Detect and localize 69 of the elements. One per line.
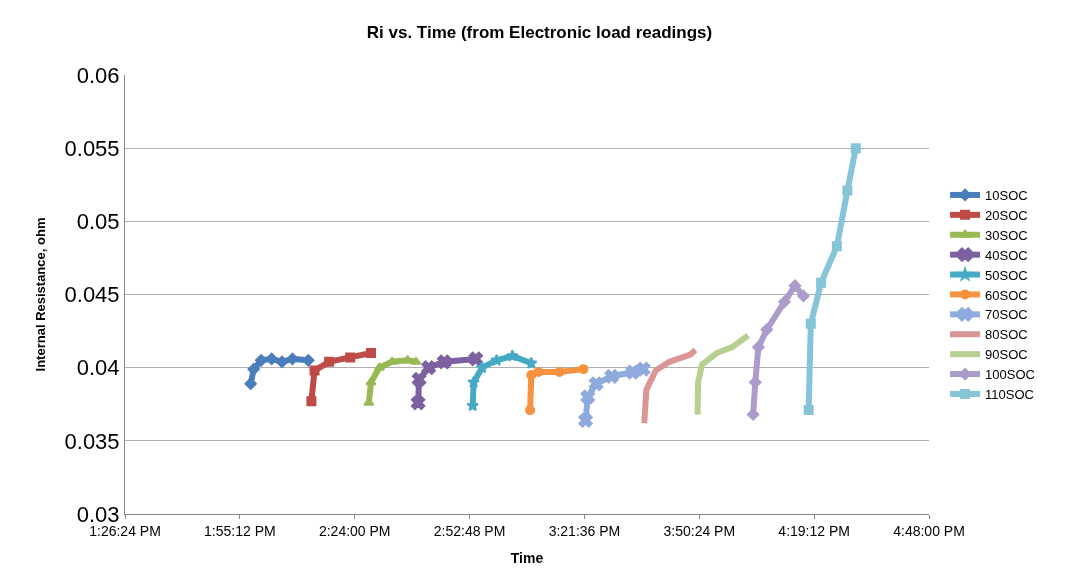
point [526,369,537,380]
point [604,369,619,384]
point [506,349,519,362]
point [265,352,278,366]
point [467,375,480,388]
y-tick-label: 0.055 [64,135,120,161]
legend-label: 110SOC [985,387,1034,403]
point [778,295,791,309]
point [588,376,604,391]
point [254,354,268,367]
point [373,362,385,371]
legend-label: 70SOC [985,307,1028,323]
y-tick-label: 0.06 [76,62,120,88]
point [803,405,814,416]
x-tick-label: 4:19:12 PM [778,522,850,539]
point [578,413,593,428]
legend-label: 20SOC [985,207,1028,223]
y-tick-label: 0.045 [64,282,120,308]
y-axis-title: Internal Resistance, ohm [33,217,49,372]
point [525,405,536,416]
x-tick-label: 3:21:36 PM [548,522,621,539]
point [850,143,861,154]
point [816,277,827,288]
chart-title: Ri vs. Time (from Electronic load readings) [366,22,713,42]
x-tick-label: 1:55:12 PM [204,522,276,539]
point [805,318,816,329]
legend-label: 60SOC [985,287,1028,303]
legend-label: 10SOC [985,188,1028,204]
legend-label: 90SOC [985,347,1028,363]
x-axis-title: Time [510,550,544,567]
y-tick-label: 0.05 [76,209,120,235]
legend-label: 50SOC [985,267,1028,283]
point [636,361,651,377]
point [580,389,595,405]
point [746,408,760,421]
point [578,364,589,375]
point [475,361,489,374]
point [410,395,426,411]
point [275,355,289,369]
legend-label: 100SOC [985,367,1035,383]
legend-label: 80SOC [985,327,1028,343]
x-tick-label: 3:50:24 PM [663,522,736,539]
point [760,323,773,336]
point [306,396,317,407]
point [421,360,436,375]
point [286,352,299,366]
x-tick-label: 2:52:48 PM [433,522,506,539]
legend-label: 40SOC [985,247,1028,263]
x-tick-label: 4:48:00 PM [893,522,965,539]
point [365,377,377,386]
point [554,367,565,378]
point [247,362,260,376]
point [436,354,452,370]
point [324,356,335,367]
point [410,356,422,365]
point [788,279,802,292]
point [842,185,853,196]
y-tick-label: 0.035 [64,428,120,454]
point [365,348,376,359]
point [309,365,320,376]
point [533,367,544,378]
x-tick-label: 2:24:00 PM [318,522,391,539]
point [411,372,427,387]
point [831,241,842,252]
point [797,289,810,303]
y-tick-label: 0.04 [76,355,120,381]
legend-label: 30SOC [985,227,1028,243]
point [345,352,356,363]
point [468,351,484,367]
